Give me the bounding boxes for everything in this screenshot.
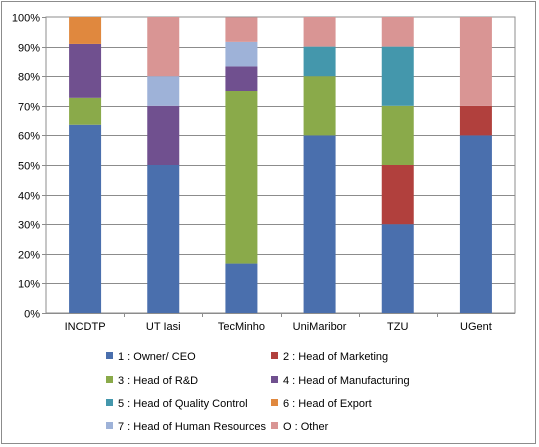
y-tick-label: 100% (12, 13, 40, 25)
bar-segment (147, 76, 180, 106)
legend-label: 6 : Head of Export (283, 398, 372, 410)
y-tick-label: 50% (18, 161, 40, 173)
legend-label: O : Other (283, 421, 329, 433)
bar-segment (69, 17, 102, 44)
legend-swatch (271, 399, 278, 406)
bar-segment (381, 17, 414, 47)
bar-segment (225, 263, 258, 313)
bar-segment (381, 105, 414, 165)
bar-segment (225, 91, 258, 264)
x-tick-label: TZU (387, 321, 408, 333)
legend-label: 5 : Head of Quality Control (118, 398, 248, 410)
y-tick-label: 90% (18, 43, 40, 55)
bar-segment (147, 17, 180, 77)
y-tick-label: 60% (18, 131, 40, 143)
bar-segment (459, 17, 492, 106)
bar-segment (69, 43, 102, 98)
legend-swatch (106, 422, 113, 429)
legend-swatch (271, 352, 278, 359)
bar-segment (381, 46, 414, 106)
legend-label: 7 : Head of Human Resources (118, 421, 266, 433)
legend-label: 2 : Head of Marketing (283, 351, 388, 363)
bar-segment (147, 105, 180, 165)
y-tick-label: 10% (18, 279, 40, 291)
x-tick-label: UT Iasi (146, 321, 181, 333)
y-tick-label: 20% (18, 250, 40, 262)
x-tick-label: UniMaribor (293, 321, 347, 333)
bar-segment (225, 41, 258, 67)
legend-swatch (271, 422, 278, 429)
bar-segment (303, 76, 336, 136)
bar-segment (459, 105, 492, 136)
bar-segment (69, 124, 102, 313)
legend-swatch (271, 376, 278, 383)
y-tick-label: 40% (18, 191, 40, 203)
bar-segment (381, 165, 414, 225)
legend-swatch (106, 352, 113, 359)
legend-swatch (106, 399, 113, 406)
bar-segment (303, 135, 336, 313)
y-tick-label: 70% (18, 102, 40, 114)
x-tick-label: INCDTP (65, 321, 106, 333)
y-tick-label: 30% (18, 220, 40, 232)
bar-segment (147, 165, 180, 313)
x-tick-label: TecMinho (218, 321, 265, 333)
legend-label: 4 : Head of Manufacturing (283, 375, 410, 387)
y-tick-label: 80% (18, 72, 40, 84)
bar-segment (69, 97, 102, 125)
bar-segment (225, 17, 258, 42)
y-tick-label: 0% (24, 309, 40, 321)
bar-segment (225, 66, 258, 91)
legend-label: 1 : Owner/ CEO (118, 351, 196, 363)
x-tick-label: UGent (460, 321, 492, 333)
bar-segment (459, 135, 492, 313)
bar-segment (381, 224, 414, 313)
legend-label: 3 : Head of R&D (118, 375, 198, 387)
bar-segment (303, 17, 336, 47)
bar-segment (303, 46, 336, 77)
legend-swatch (106, 376, 113, 383)
